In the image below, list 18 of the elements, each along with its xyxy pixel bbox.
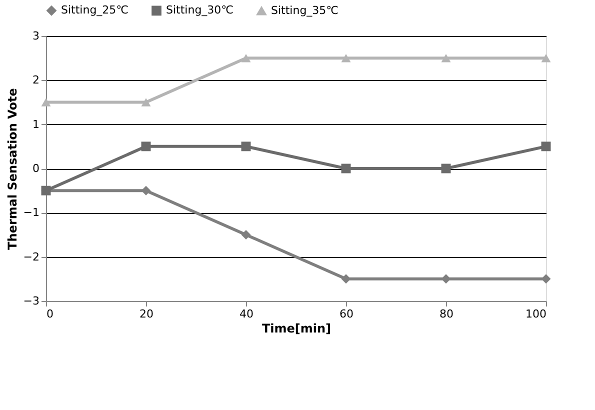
x-tick-label: 40 [240,308,254,320]
legend-label: Sitting_25℃ [61,4,129,17]
y-tick-label: −1 [23,206,40,220]
y-tick-label: 1 [32,118,40,131]
x-tick-label: 100 [526,308,546,320]
y-tick-label: 0 [32,162,40,175]
y-tick-label: −2 [23,250,40,264]
y-tick-label: 3 [32,30,40,42]
y-tick-label: −3 [23,294,40,308]
y-axis-title: Thermal Sensation Vote [5,88,20,250]
x-axis-title: Time[min] [262,322,332,336]
x-tick-label: 60 [340,308,354,320]
x-tick-label: 80 [440,308,454,320]
x-tick-label: 0 [46,308,54,320]
x-tick-label: 20 [140,308,154,320]
legend-label: Sitting_30℃ [166,4,234,17]
legend-label: Sitting_35℃ [271,4,339,17]
y-tick-label: 2 [32,74,40,87]
